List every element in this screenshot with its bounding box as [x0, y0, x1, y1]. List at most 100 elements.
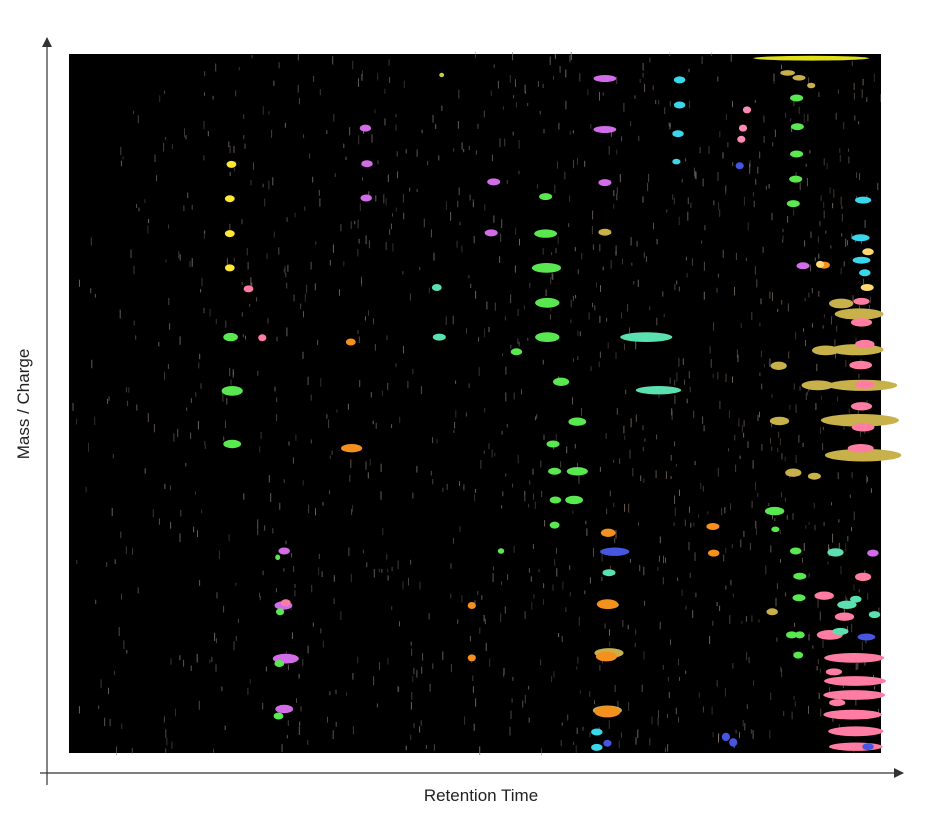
- peak-point: [620, 332, 673, 342]
- peak-point: [224, 230, 235, 238]
- peak-point: [706, 523, 720, 530]
- peak-point: [565, 495, 583, 505]
- peak-point: [598, 228, 612, 236]
- peak-point: [850, 402, 873, 411]
- peak-point: [737, 135, 746, 143]
- peak-point: [539, 193, 553, 201]
- peak-point: [828, 726, 884, 737]
- peak-point: [738, 124, 748, 132]
- peak-point: [853, 297, 870, 305]
- peak-point: [275, 704, 294, 714]
- peak-point: [672, 158, 681, 165]
- peak-point: [850, 595, 862, 603]
- peak-point: [807, 472, 821, 480]
- peak-point: [794, 631, 805, 639]
- noise-layer: [72, 51, 882, 756]
- peak-point: [867, 549, 879, 557]
- peak-point: [793, 572, 807, 580]
- peak-point: [780, 70, 795, 76]
- peak-point: [721, 732, 731, 742]
- peak-point: [224, 264, 235, 272]
- peak-point: [258, 334, 267, 342]
- peak-point: [593, 75, 617, 82]
- y-axis-title: Mass / Charge: [14, 349, 33, 460]
- peak-point: [790, 150, 804, 158]
- peak-point: [834, 612, 855, 621]
- peak-point: [735, 162, 744, 170]
- peak-point: [862, 248, 874, 256]
- peak-point: [786, 631, 798, 639]
- peak-point: [345, 338, 356, 346]
- peak-point: [847, 444, 874, 453]
- peak-point: [600, 547, 630, 556]
- peak-point: [274, 660, 285, 667]
- peak-point: [535, 297, 560, 308]
- peak-point: [361, 160, 373, 168]
- plot-area: [69, 54, 881, 753]
- peak-point: [829, 298, 854, 309]
- peak-point: [851, 234, 870, 242]
- peak-point: [801, 380, 834, 391]
- peak-point: [857, 633, 876, 641]
- peak-point: [431, 284, 442, 291]
- peak-point: [792, 75, 806, 81]
- peak-point: [484, 229, 498, 237]
- peak-point: [223, 439, 242, 449]
- peak-point: [600, 528, 616, 537]
- peak-point: [859, 269, 871, 277]
- peak-point: [824, 448, 902, 462]
- peak-point: [825, 668, 843, 676]
- peak-point: [568, 417, 587, 426]
- peak-point: [824, 653, 885, 663]
- peak-point: [823, 690, 886, 700]
- peak-point: [673, 101, 686, 109]
- peak-point: [360, 194, 372, 202]
- peak-point: [224, 195, 235, 203]
- peak-point: [510, 348, 523, 356]
- peak-point: [594, 706, 621, 718]
- peak-point: [276, 608, 285, 616]
- x-axis-title: Retention Time: [424, 786, 538, 805]
- peak-point: [860, 284, 874, 291]
- peak-point: [280, 599, 291, 607]
- peak-point: [855, 196, 872, 204]
- peak-point: [789, 175, 803, 183]
- peak-point: [855, 339, 875, 349]
- peak-point: [566, 467, 588, 476]
- peak-point: [531, 263, 562, 273]
- peak-point: [786, 200, 800, 208]
- peak-point: [535, 332, 560, 342]
- peak-point: [534, 229, 557, 238]
- peak-point: [598, 179, 612, 187]
- peak-point: [729, 738, 738, 747]
- peak-point: [834, 308, 884, 320]
- peak-point: [793, 651, 804, 659]
- peak-point: [829, 699, 846, 707]
- peak-point: [850, 318, 873, 327]
- peak-point: [790, 123, 804, 131]
- peak-point: [855, 380, 875, 389]
- peak-point: [273, 712, 284, 720]
- peak-point: [603, 739, 612, 747]
- peak-point: [546, 440, 560, 448]
- peak-point: [823, 709, 882, 720]
- peak-point: [223, 332, 238, 342]
- peak-point: [595, 651, 618, 662]
- peak-point: [851, 423, 875, 432]
- peak-point: [812, 345, 840, 356]
- peak-point: [816, 260, 825, 268]
- peak-point: [753, 55, 869, 61]
- peak-point: [549, 521, 560, 529]
- peak-point: [591, 743, 603, 751]
- peak-point: [796, 262, 810, 270]
- peak-point: [820, 414, 899, 427]
- peak-point: [359, 124, 372, 132]
- peak-point: [785, 468, 802, 477]
- peaks-layer: [221, 55, 902, 751]
- peak-point: [849, 360, 873, 370]
- peak-point: [602, 569, 616, 577]
- peak-point: [832, 627, 849, 635]
- peak-point: [553, 377, 570, 386]
- peak-point: [829, 742, 883, 751]
- peak-point: [439, 72, 445, 78]
